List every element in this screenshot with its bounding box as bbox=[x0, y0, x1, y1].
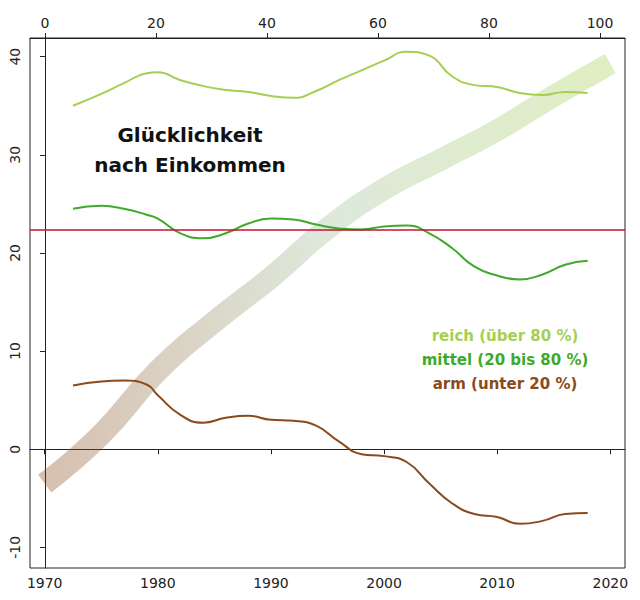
svg-text:arm (unter 20 %): arm (unter 20 %) bbox=[433, 375, 578, 393]
svg-text:1990: 1990 bbox=[253, 575, 289, 591]
svg-text:20: 20 bbox=[147, 15, 165, 31]
svg-text:40: 40 bbox=[258, 15, 276, 31]
svg-text:80: 80 bbox=[480, 15, 498, 31]
svg-text:2010: 2010 bbox=[479, 575, 515, 591]
svg-text:2000: 2000 bbox=[366, 575, 402, 591]
svg-text:Glücklichkeit: Glücklichkeit bbox=[117, 123, 263, 147]
svg-text:60: 60 bbox=[369, 15, 387, 31]
svg-text:1980: 1980 bbox=[140, 575, 176, 591]
svg-text:reich (über 80 %): reich (über 80 %) bbox=[432, 327, 579, 345]
svg-text:30: 30 bbox=[7, 146, 23, 164]
svg-text:100: 100 bbox=[587, 15, 614, 31]
svg-text:0: 0 bbox=[41, 15, 50, 31]
svg-text:10: 10 bbox=[7, 342, 23, 360]
svg-text:nach Einkommen: nach Einkommen bbox=[94, 153, 286, 177]
svg-text:40: 40 bbox=[7, 48, 23, 66]
svg-text:0: 0 bbox=[7, 445, 23, 454]
svg-text:2020: 2020 bbox=[592, 575, 628, 591]
svg-text:-10: -10 bbox=[7, 536, 23, 559]
svg-text:1970: 1970 bbox=[27, 575, 63, 591]
svg-text:mittel (20 bis 80 %): mittel (20 bis 80 %) bbox=[422, 351, 589, 369]
svg-text:20: 20 bbox=[7, 244, 23, 262]
